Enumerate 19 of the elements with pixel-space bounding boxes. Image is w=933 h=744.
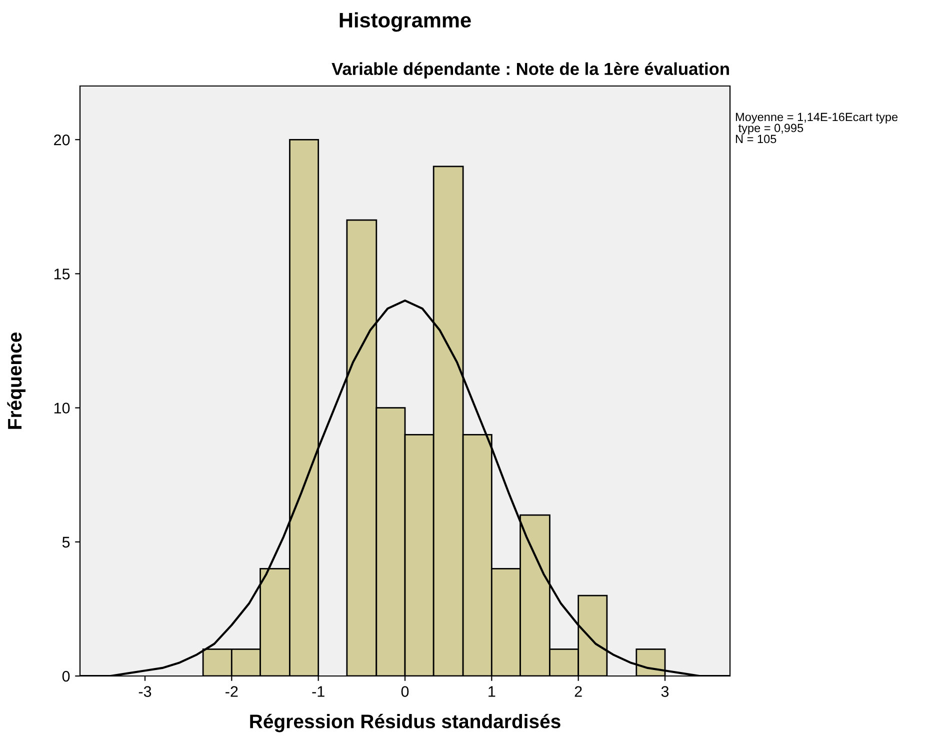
y-tick-label: 20 [54, 134, 70, 146]
x-axis-title: Régression Résidus standardisés [250, 714, 560, 732]
y-axis-title: Fréquence [7, 332, 26, 429]
chart-title: Histogramme [340, 12, 471, 32]
x-tick-label: -1 [312, 686, 324, 697]
text: N = 105 [736, 134, 776, 144]
text: Moyenne = 1,14E-16Ecart type [736, 112, 898, 124]
text: type = 0,995 [738, 124, 804, 135]
x-tick-label: 1 [488, 686, 496, 697]
x-tick-label: -2 [226, 686, 238, 697]
chart-subtitle: Variable dépendante : Note de la 1ère évaluation [332, 62, 729, 78]
y-tick-label: 0 [62, 670, 70, 682]
y-tick-label: 5 [62, 536, 70, 548]
x-tick-label: 2 [574, 686, 582, 697]
x-tick-label: 0 [401, 686, 409, 697]
y-tick-label: 10 [54, 402, 70, 414]
x-tick-label: -3 [138, 686, 152, 697]
y-tick-label: 15 [54, 268, 70, 280]
x-tick-label: 3 [661, 686, 669, 697]
